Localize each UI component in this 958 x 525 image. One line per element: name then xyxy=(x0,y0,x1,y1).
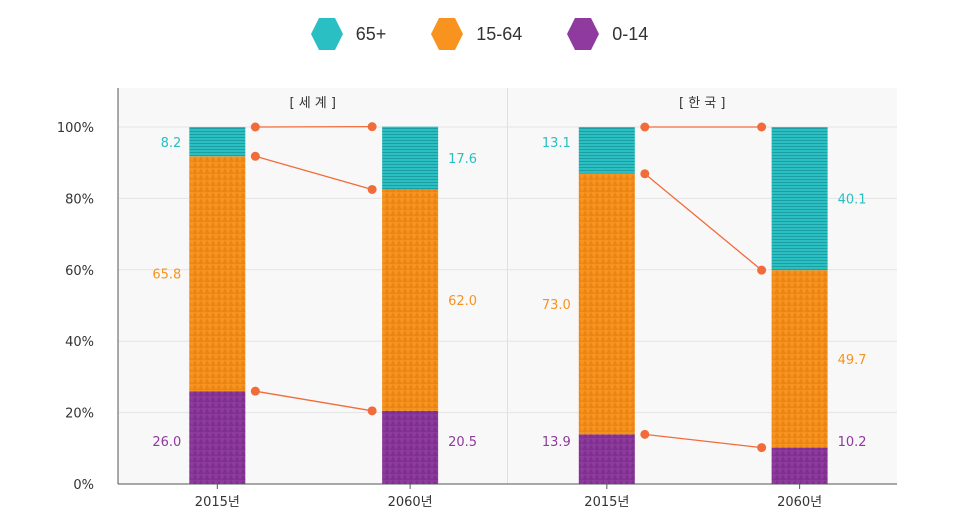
data-label-0-14: 20.5 xyxy=(448,435,477,450)
legend-label-15-64: 15-64 xyxy=(476,23,523,44)
y-tick-label: 60% xyxy=(65,264,94,279)
connector-dot xyxy=(757,443,767,453)
bar-segment-0-14 xyxy=(382,410,439,484)
data-label-15-64: 62.0 xyxy=(448,294,477,309)
bar-segment-65-plus xyxy=(578,127,635,174)
connector-dot xyxy=(367,122,377,132)
bar-segment-65-plus xyxy=(382,126,439,190)
connector-dot xyxy=(640,169,650,179)
data-label-15-64: 65.8 xyxy=(152,268,181,283)
x-tick-label: 2060년 xyxy=(388,495,433,510)
legend-label-0-14: 0-14 xyxy=(612,23,649,44)
connector-dot xyxy=(250,386,260,396)
connector-line xyxy=(644,433,762,449)
panel-world: [ 세 계 ] 2015년 26.0 65.8 8.2 2060년 20.5 62.0 17.6 xyxy=(152,96,477,510)
legend-label-65-plus: 65+ xyxy=(355,23,387,44)
y-tick-label: 80% xyxy=(65,192,94,207)
hexagon-icon xyxy=(310,18,343,50)
data-label-65-plus: 40.1 xyxy=(838,193,867,208)
y-tick-label: 100% xyxy=(57,121,94,136)
bar-segment-65-plus xyxy=(771,127,828,271)
bar-segment-15-64 xyxy=(578,173,635,435)
bar-segment-15-64 xyxy=(771,270,828,448)
connector-dot xyxy=(757,265,767,275)
connector-line xyxy=(255,155,373,191)
data-label-0-14: 10.2 xyxy=(838,435,867,450)
connector-line xyxy=(255,390,373,412)
y-tick-label: 20% xyxy=(65,407,94,422)
hexagon-icon xyxy=(567,18,600,50)
legend-item-65-plus[interactable]: 65+ xyxy=(310,17,387,51)
x-tick-label: 2060년 xyxy=(777,495,822,510)
data-label-65-plus: 8.2 xyxy=(161,136,182,151)
y-tick-label: 40% xyxy=(65,335,94,350)
connector-dot xyxy=(250,122,260,132)
bar-segment-0-14 xyxy=(771,447,828,484)
connector-dot xyxy=(250,151,260,161)
connector-dot xyxy=(367,184,377,194)
y-tick-label: 0% xyxy=(73,478,94,493)
connector-dot xyxy=(757,122,767,132)
hexagon-icon xyxy=(431,18,464,50)
legend-item-0-14[interactable]: 0-14 xyxy=(566,17,648,51)
data-label-15-64: 49.7 xyxy=(838,353,867,368)
panel-title: [ 한 국 ] xyxy=(679,96,725,111)
x-tick-label: 2015년 xyxy=(584,495,629,510)
data-label-0-14: 13.9 xyxy=(542,435,571,450)
bar-segment-15-64 xyxy=(189,156,246,392)
bar-segment-15-64 xyxy=(382,189,439,411)
data-label-0-14: 26.0 xyxy=(152,435,181,450)
legend-item-15-64[interactable]: 15-64 xyxy=(430,17,522,51)
panel-title: [ 세 계 ] xyxy=(290,96,336,111)
panel-korea: [ 한 국 ] 2015년 13.9 73.0 13.1 2060년 10.2 49.7 40.… xyxy=(542,96,867,510)
connector-dot xyxy=(367,406,377,416)
data-label-65-plus: 17.6 xyxy=(448,152,477,167)
x-tick-label: 2015년 xyxy=(195,495,240,510)
connector-line xyxy=(644,173,763,271)
connector-dot xyxy=(640,429,650,439)
data-label-15-64: 73.0 xyxy=(542,298,571,313)
data-label-65-plus: 13.1 xyxy=(542,136,571,151)
legend: 65+ 15-64 0-14 xyxy=(0,14,958,54)
bar-segment-0-14 xyxy=(578,434,635,484)
connector-dot xyxy=(640,122,650,132)
bar-segment-65-plus xyxy=(189,127,246,157)
bar-segment-0-14 xyxy=(189,391,246,484)
